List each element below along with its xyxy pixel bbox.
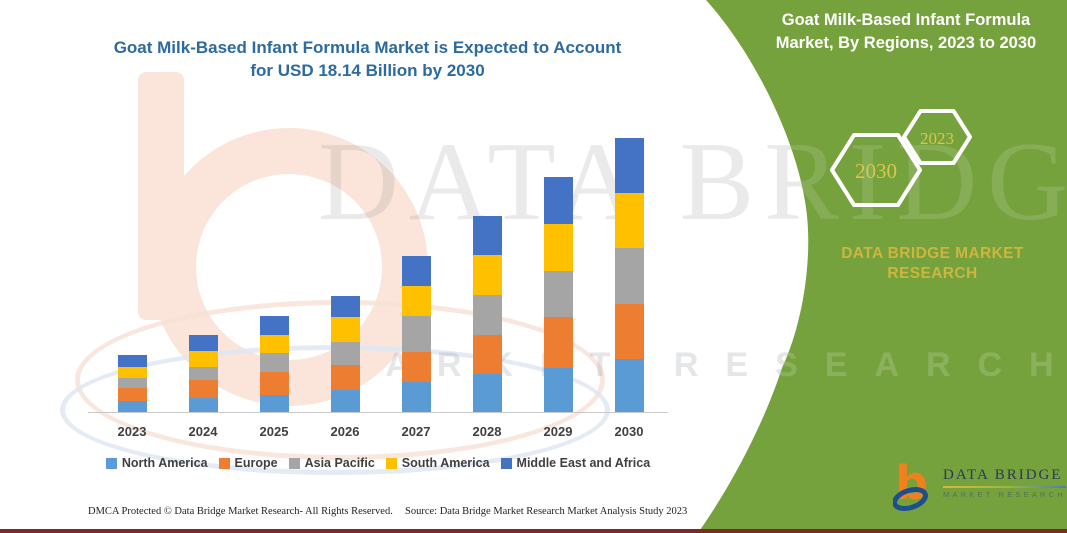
hexagon-2030 — [830, 133, 922, 207]
stacked-bar-2024 — [188, 335, 218, 412]
bar-segment-north-america-2028 — [472, 373, 502, 412]
bar-segment-middle-east-and-africa-2026 — [330, 296, 360, 318]
chart-legend: North America Europe Asia Pacific South Ame… — [88, 456, 668, 470]
bar-segment-europe-2024 — [188, 380, 218, 398]
bar-segment-europe-2030 — [614, 304, 644, 360]
bar-segment-asia-pacific-2025 — [259, 353, 289, 373]
chart-title: Goat Milk-Based Infant Formula Market is… — [95, 36, 640, 82]
legend-item-south-america: South America — [385, 456, 490, 470]
bar-segment-europe-2028 — [472, 334, 502, 374]
hexagon-2023-label: 2023 — [920, 129, 954, 148]
bar-segment-asia-pacific-2023 — [117, 378, 147, 388]
brand-name-text: DATA BRIDGE MARKET RESEARCH — [841, 245, 1024, 282]
legend-label-middle-east-and-africa: Middle East and Africa — [516, 456, 651, 470]
year-hexagons: 2030 2023 — [830, 109, 972, 207]
bar-segment-north-america-2023 — [117, 401, 147, 412]
logo-b-icon: b — [893, 461, 928, 511]
bar-segment-asia-pacific-2030 — [614, 247, 644, 305]
legend-label-south-america: South America — [401, 456, 490, 470]
legend-swatch-europe — [218, 457, 230, 469]
chart-title-line1: Goat Milk-Based Infant Formula Market is… — [113, 38, 622, 57]
logo-subtitle: MARKET RESEARCH — [943, 490, 1066, 499]
logo-text-block: DATA BRIDGE MARKET RESEARCH — [943, 461, 1066, 499]
legend-item-europe: Europe — [218, 456, 278, 470]
footer-source: Source: Data Bridge Market Research Mark… — [405, 506, 688, 517]
bar-segment-north-america-2026 — [330, 390, 360, 412]
legend-swatch-south-america — [385, 457, 397, 469]
legend-item-middle-east-and-africa: Middle East and Africa — [500, 456, 651, 470]
logo-underline — [943, 486, 1066, 488]
bar-segment-europe-2029 — [543, 316, 573, 368]
bar-segment-europe-2023 — [117, 388, 147, 401]
legend-swatch-middle-east-and-africa — [500, 457, 512, 469]
bar-segment-europe-2025 — [259, 372, 289, 396]
bar-segment-north-america-2029 — [543, 367, 573, 412]
hexagon-2030-label: 2030 — [855, 159, 897, 183]
bottom-accent-line — [0, 529, 1067, 533]
stacked-bar-2028 — [472, 216, 502, 412]
legend-item-north-america: North America — [105, 456, 208, 470]
bar-segment-asia-pacific-2026 — [330, 342, 360, 366]
logo-name: DATA BRIDGE — [943, 467, 1063, 483]
x-axis-label-2029: 2029 — [543, 424, 573, 439]
x-axis-label-2028: 2028 — [472, 424, 502, 439]
footer-copyright: DMCA Protected © Data Bridge Market Rese… — [88, 506, 393, 517]
side-panel-heading-line2: Market, By Regions, 2023 to 2030 — [775, 34, 1037, 52]
legend-label-europe: Europe — [234, 456, 278, 470]
bar-segment-south-america-2025 — [259, 335, 289, 354]
side-panel-heading-line1: Goat Milk-Based Infant Formula — [781, 11, 1031, 29]
bar-segment-middle-east-and-africa-2024 — [188, 335, 218, 351]
x-axis-label-2026: 2026 — [330, 424, 360, 439]
bar-segment-asia-pacific-2028 — [472, 294, 502, 335]
bar-segment-north-america-2025 — [259, 395, 289, 412]
chart-title-line2: for USD 18.14 Billion by 2030 — [250, 61, 485, 80]
x-axis-label-2027: 2027 — [401, 424, 431, 439]
bar-segment-south-america-2026 — [330, 317, 360, 343]
x-axis-label-2025: 2025 — [259, 424, 289, 439]
stacked-bar-2026 — [330, 296, 360, 412]
bar-segment-asia-pacific-2027 — [401, 316, 431, 352]
bar-segment-south-america-2027 — [401, 286, 431, 317]
bar-segment-south-america-2030 — [614, 193, 644, 248]
legend-swatch-asia-pacific — [288, 457, 300, 469]
stacked-bar-2030 — [614, 138, 644, 412]
bar-segment-middle-east-and-africa-2025 — [259, 316, 289, 336]
bar-segment-south-america-2029 — [543, 224, 573, 271]
company-logo: b DATA BRIDGE MARKET RESEARCH — [893, 461, 1066, 511]
stacked-bar-2023 — [117, 355, 147, 412]
bar-segment-europe-2027 — [401, 351, 431, 383]
bar-segment-middle-east-and-africa-2023 — [117, 355, 147, 367]
side-panel-heading: Goat Milk-Based Infant Formula Market, B… — [758, 9, 1054, 55]
bar-segment-middle-east-and-africa-2027 — [401, 256, 431, 287]
bar-segment-south-america-2028 — [472, 254, 502, 295]
side-panel-shape — [698, 0, 1067, 533]
bar-segment-europe-2026 — [330, 365, 360, 391]
bar-segment-middle-east-and-africa-2029 — [543, 176, 573, 225]
legend-item-asia-pacific: Asia Pacific — [288, 456, 375, 470]
bar-segment-middle-east-and-africa-2028 — [472, 216, 502, 255]
stacked-bar-2025 — [259, 316, 289, 412]
bar-segment-asia-pacific-2024 — [188, 366, 218, 381]
x-axis-line — [88, 412, 668, 413]
bar-segment-north-america-2024 — [188, 397, 218, 412]
legend-label-north-america: North America — [121, 456, 208, 470]
bar-segment-north-america-2027 — [401, 382, 431, 412]
bar-segment-north-america-2030 — [614, 359, 644, 412]
stacked-bar-2027 — [401, 256, 431, 412]
hexagon-2023 — [902, 109, 972, 165]
bar-segment-south-america-2023 — [117, 367, 147, 378]
x-axis-label-2024: 2024 — [188, 424, 218, 439]
legend-swatch-north-america — [105, 457, 117, 469]
x-axis-label-2023: 2023 — [117, 424, 147, 439]
bar-segment-south-america-2024 — [188, 350, 218, 367]
stacked-bar-2029 — [543, 176, 573, 412]
bar-segment-middle-east-and-africa-2030 — [614, 138, 644, 194]
bar-segment-asia-pacific-2029 — [543, 270, 573, 317]
legend-label-asia-pacific: Asia Pacific — [304, 456, 375, 470]
x-axis-label-2030: 2030 — [614, 424, 644, 439]
